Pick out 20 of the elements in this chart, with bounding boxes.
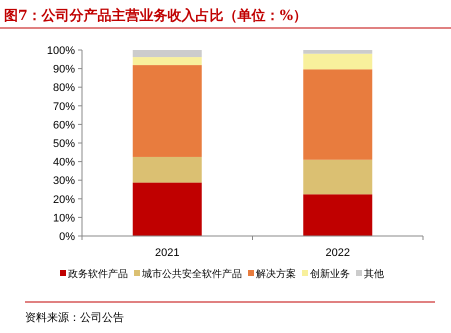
- x-tick-label: 2021: [155, 247, 180, 259]
- legend-label: 解决方案: [256, 268, 296, 280]
- legend-label: 城市公共安全软件产品: [141, 268, 242, 280]
- legend-label: 其他: [364, 268, 384, 280]
- y-tick-label: 90%: [52, 64, 76, 76]
- y-tick-label: 100%: [46, 45, 76, 57]
- text: 资料来源：公司公告: [25, 311, 124, 324]
- y-tick-label: 40%: [52, 156, 76, 169]
- y-tick-label: 0%: [59, 231, 76, 243]
- x-tick-label: 2022: [326, 247, 350, 259]
- y-tick-label: 50%: [52, 138, 76, 150]
- y-tick-label: 80%: [52, 82, 76, 94]
- chart-title: 图7：公司分产品主营业务收入占比（单位：%）: [4, 7, 308, 24]
- legend-label: 创新业务: [310, 268, 350, 280]
- y-tick-label: 60%: [52, 119, 76, 132]
- y-tick-label: 70%: [52, 100, 76, 113]
- y-tick-label: 30%: [52, 175, 76, 188]
- legend-label: 政务软件产品: [68, 268, 128, 280]
- y-tick-label: 20%: [52, 194, 76, 206]
- y-tick-label: 10%: [52, 212, 76, 224]
